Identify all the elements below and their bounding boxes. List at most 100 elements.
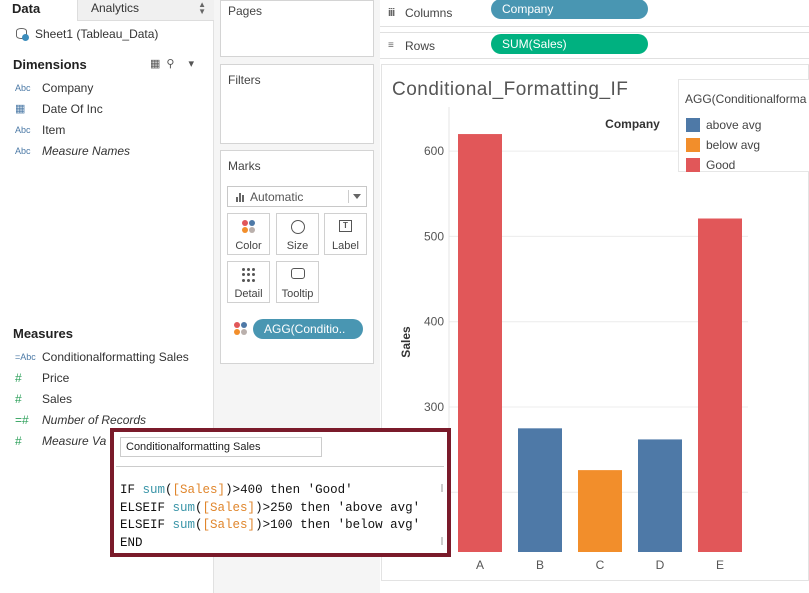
string-icon: Abc — [15, 82, 31, 93]
string-icon: Abc — [15, 145, 31, 156]
detail-button[interactable]: Detail — [227, 261, 270, 303]
measure-field[interactable]: =Abc Conditionalformatting Sales — [0, 346, 189, 367]
measure-field[interactable]: # Sales — [0, 388, 72, 409]
x-tick-label: A — [476, 558, 484, 572]
code-token: END — [120, 535, 143, 550]
code-line: ELSEIF sum([Sales])>100 then 'below avg' — [120, 517, 420, 535]
tooltip-button[interactable]: Tooltip — [276, 261, 319, 303]
legend-label: above avg — [706, 118, 762, 132]
rows-icon: ≡ — [388, 40, 394, 51]
number-icon: # — [15, 370, 22, 385]
bar-chart: Company200300400500600SalesABCDE — [399, 107, 748, 572]
dimension-field[interactable]: Abc Measure Names — [0, 140, 130, 161]
measure-field[interactable]: # Measure Va — [0, 430, 106, 451]
color-legend: AGG(Conditionalforma above avg below avg G… — [678, 79, 809, 172]
pages-card[interactable]: Pages — [220, 0, 374, 57]
data-pane: Data Analytics ▲ ▼ Sheet1 (Tableau_Data) … — [0, 0, 214, 593]
legend-item[interactable]: below avg — [686, 138, 760, 152]
legend-item[interactable]: Good — [686, 158, 735, 172]
field-label: Number of Records — [42, 412, 147, 427]
size-button[interactable]: Size — [276, 213, 319, 255]
y-axis-label: Sales — [399, 326, 413, 358]
color-label: Color — [235, 240, 262, 252]
code-token: ELSEIF — [120, 518, 173, 532]
code-token: )>250 then 'above avg' — [255, 500, 421, 515]
calc-name-input[interactable]: Conditionalformatting Sales — [120, 437, 322, 457]
mark-type-value: Automatic — [250, 189, 304, 204]
calc-formula[interactable]: IF sum([Sales])>400 then 'Good' ELSEIF su… — [120, 482, 420, 552]
size-icon — [290, 220, 306, 234]
mark-type-dropdown[interactable]: Automatic — [227, 186, 367, 207]
legend-title: AGG(Conditionalforma — [685, 92, 807, 106]
dropdown-arrow-icon[interactable]: ▾ — [188, 58, 194, 70]
legend-item[interactable]: above avg — [686, 118, 761, 132]
divider — [116, 466, 444, 467]
code-token: )>100 then 'below avg' — [255, 518, 421, 532]
bar-a — [458, 134, 502, 552]
bar-b — [518, 428, 562, 552]
view-canvas: Conditional_Formatting_IF Company2003004… — [381, 64, 809, 581]
legend-swatch — [686, 118, 700, 132]
color-pill[interactable]: AGG(Conditio.. — [253, 319, 363, 339]
dimension-field[interactable]: Abc Item — [0, 119, 65, 140]
x-tick-label: C — [596, 558, 605, 572]
dimensions-tools: ▦ ⚲ ▾ — [150, 57, 194, 70]
datasource-icon — [16, 27, 29, 41]
code-line: IF sum([Sales])>400 then 'Good' — [120, 482, 420, 500]
columns-label: Columns — [405, 6, 453, 20]
number-icon: # — [15, 433, 22, 448]
color-button[interactable]: Color — [227, 213, 270, 255]
legend-swatch — [686, 158, 700, 172]
columns-shelf: iii Columns Company — [380, 0, 809, 27]
code-token: ( — [165, 483, 173, 497]
search-icon[interactable]: ⚲ — [166, 58, 175, 70]
code-token: ( — [195, 500, 203, 515]
column-header: Company — [605, 117, 660, 131]
dimension-field[interactable]: Abc Company — [0, 77, 93, 98]
calculation-editor: Conditionalformatting Sales IF sum([Sale… — [110, 428, 451, 557]
y-tick-label: 300 — [424, 400, 444, 414]
columns-pill[interactable]: Company — [491, 0, 648, 19]
y-tick-label: 500 — [424, 229, 444, 243]
bar-d — [638, 439, 682, 552]
rows-label: Rows — [405, 39, 436, 53]
code-token: IF — [120, 483, 143, 497]
field-label: Price — [42, 370, 70, 385]
rows-shelf: ≡ Rows SUM(Sales) — [380, 32, 809, 59]
measure-field[interactable]: =# Number of Records — [0, 409, 146, 430]
rows-pill[interactable]: SUM(Sales) — [491, 34, 648, 54]
label-button[interactable]: T Label — [324, 213, 367, 255]
field-label: Measure Va — [42, 433, 107, 448]
chevron-down-icon — [353, 194, 361, 199]
string-icon: Abc — [15, 124, 31, 135]
dimension-field[interactable]: ▦ Date Of Inc — [0, 98, 103, 119]
legend-label: below avg — [706, 138, 761, 152]
measure-field[interactable]: # Price — [0, 367, 69, 388]
string-icon: =Abc — [15, 351, 36, 362]
size-label: Size — [286, 240, 309, 252]
pages-title: Pages — [228, 4, 263, 18]
code-token: ( — [195, 518, 203, 532]
dimensions-header: Dimensions — [13, 57, 87, 72]
x-tick-label: D — [656, 558, 665, 572]
code-token: [Sales] — [202, 500, 256, 515]
grid-view-icon[interactable]: ▦ — [150, 58, 161, 70]
tooltip-label: Tooltip — [281, 288, 314, 300]
bar-e — [698, 218, 742, 552]
marks-card: Marks Automatic Color Size T Label Detai… — [220, 150, 374, 364]
code-token: sum — [142, 483, 166, 497]
field-label: Company — [42, 80, 94, 95]
number-icon: =# — [15, 412, 29, 427]
updown-arrows-icon[interactable]: ▲ ▼ — [198, 0, 206, 16]
filters-title: Filters — [228, 73, 261, 87]
code-token: )>400 then 'Good' — [225, 483, 353, 497]
tab-data[interactable]: Data — [0, 0, 77, 21]
code-token: [Sales] — [202, 518, 256, 532]
detail-label: Detail — [234, 288, 263, 300]
field-label: Measure Names — [42, 143, 131, 158]
datasource[interactable]: Sheet1 (Tableau_Data) — [16, 27, 158, 41]
legend-swatch — [686, 138, 700, 152]
tab-analytics[interactable]: Analytics ▲ ▼ — [77, 0, 214, 21]
filters-card[interactable]: Filters — [220, 64, 374, 144]
color-dots-icon — [234, 322, 250, 336]
